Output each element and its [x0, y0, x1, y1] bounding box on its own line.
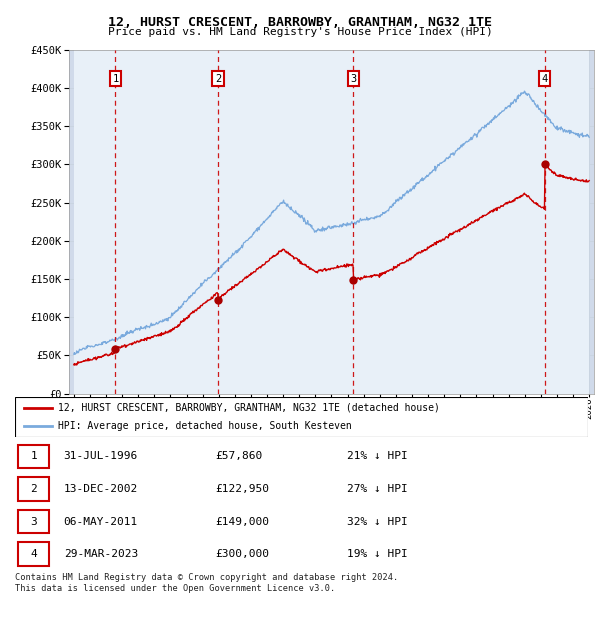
Text: 13-DEC-2002: 13-DEC-2002 [64, 484, 138, 494]
Text: 27% ↓ HPI: 27% ↓ HPI [347, 484, 408, 494]
Text: 2: 2 [30, 484, 37, 494]
Bar [18, 445, 49, 468]
Text: £149,000: £149,000 [215, 516, 269, 526]
Text: 31-JUL-1996: 31-JUL-1996 [64, 451, 138, 461]
Text: 1: 1 [30, 451, 37, 461]
Text: 4: 4 [542, 74, 548, 84]
Text: 4: 4 [30, 549, 37, 559]
Text: £122,950: £122,950 [215, 484, 269, 494]
Text: Contains HM Land Registry data © Crown copyright and database right 2024.
This d: Contains HM Land Registry data © Crown c… [15, 574, 398, 593]
Text: 3: 3 [350, 74, 356, 84]
Text: £57,860: £57,860 [215, 451, 263, 461]
Text: 12, HURST CRESCENT, BARROWBY, GRANTHAM, NG32 1TE (detached house): 12, HURST CRESCENT, BARROWBY, GRANTHAM, … [58, 402, 440, 413]
Text: 06-MAY-2011: 06-MAY-2011 [64, 516, 138, 526]
Bar [18, 542, 49, 566]
Bar [18, 510, 49, 533]
Text: 32% ↓ HPI: 32% ↓ HPI [347, 516, 408, 526]
Text: £300,000: £300,000 [215, 549, 269, 559]
Text: 2: 2 [215, 74, 221, 84]
Text: HPI: Average price, detached house, South Kesteven: HPI: Average price, detached house, Sout… [58, 421, 352, 432]
Text: 12, HURST CRESCENT, BARROWBY, GRANTHAM, NG32 1TE: 12, HURST CRESCENT, BARROWBY, GRANTHAM, … [108, 16, 492, 29]
Text: 29-MAR-2023: 29-MAR-2023 [64, 549, 138, 559]
Text: Price paid vs. HM Land Registry's House Price Index (HPI): Price paid vs. HM Land Registry's House … [107, 27, 493, 37]
Bar [18, 477, 49, 501]
Text: 3: 3 [30, 516, 37, 526]
Text: 21% ↓ HPI: 21% ↓ HPI [347, 451, 408, 461]
Text: 19% ↓ HPI: 19% ↓ HPI [347, 549, 408, 559]
Text: 1: 1 [112, 74, 119, 84]
